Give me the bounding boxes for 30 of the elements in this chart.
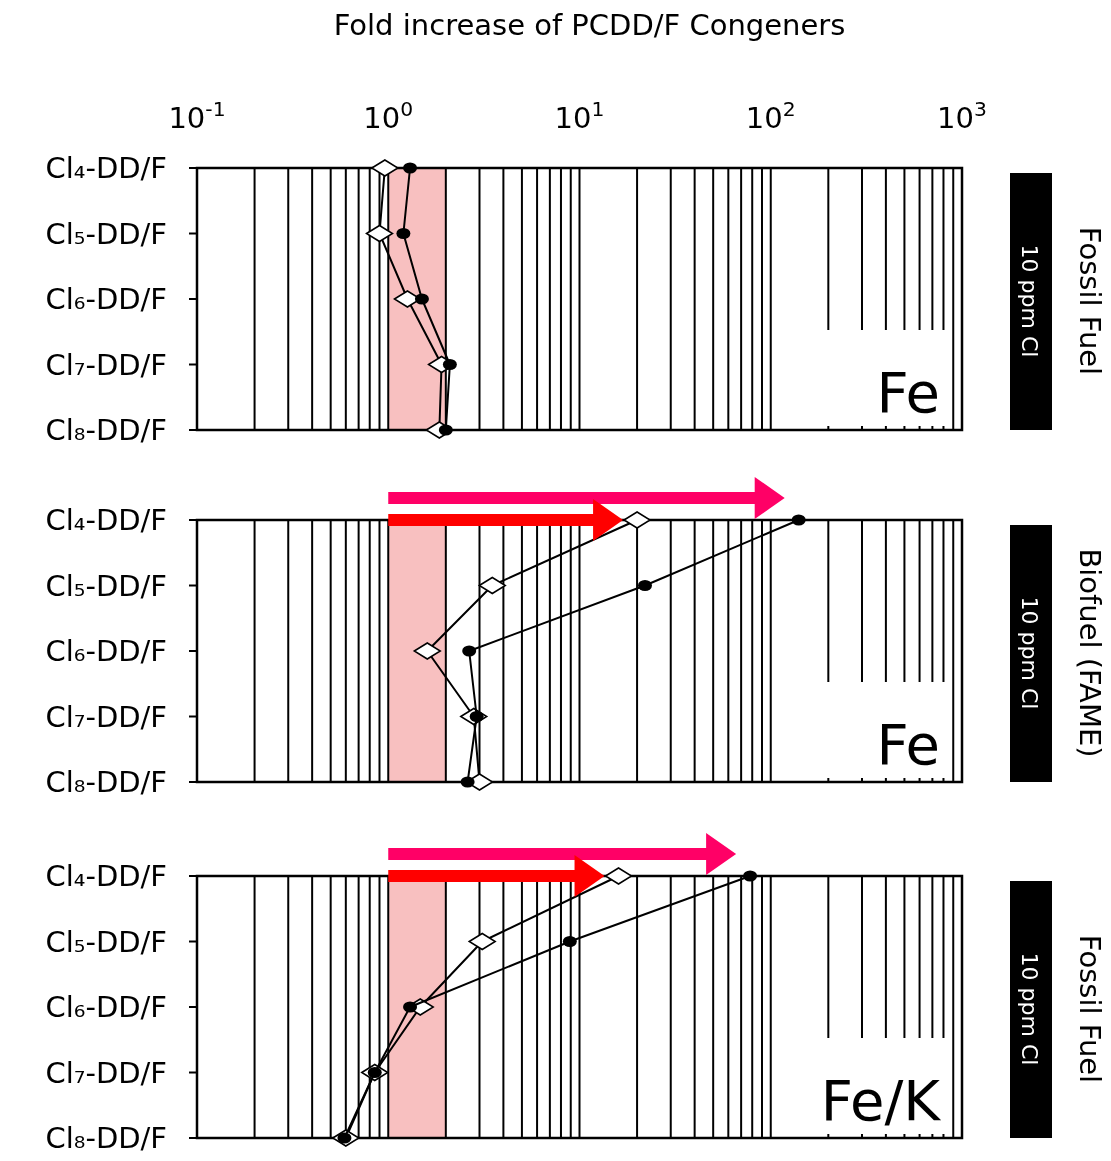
y-tick-label: Cl₆-DD/F	[45, 990, 167, 1024]
text: 10 ppm Cl	[1017, 952, 1042, 1066]
x-tick-label: 10$^{3}$	[937, 97, 987, 135]
y-tick-label: Cl₅-DD/F	[45, 216, 167, 251]
y-tick-label: Cl₄-DD/F	[45, 503, 167, 537]
x-tick-label: 10$^{-1}$	[168, 97, 226, 135]
text: Fossil Fuel	[1073, 226, 1107, 376]
x-tick-label: 10$^{2}$	[745, 97, 796, 135]
y-tick-label: Cl₇-DD/F	[45, 347, 167, 382]
y-tick-label: Cl₄-DD/F	[45, 151, 167, 185]
y-tick-label: Cl₅-DD/F	[45, 568, 167, 603]
y-tick-label: Cl₆-DD/F	[45, 634, 167, 668]
x-tick-label: 10$^{0}$	[363, 97, 414, 135]
text: Fossil Fuel	[1073, 934, 1107, 1084]
x-tick-label: 10$^{1}$	[554, 97, 605, 135]
text: Biofuel (FAME)	[1073, 548, 1107, 758]
text: 10 ppm Cl	[1017, 244, 1042, 358]
y-tick-label: Cl₄-DD/F	[45, 859, 167, 893]
y-tick-label: Cl₆-DD/F	[45, 282, 167, 316]
y-tick-label: Cl₇-DD/F	[45, 699, 167, 734]
y-tick-label: Cl₅-DD/F	[45, 924, 167, 959]
y-tick-label: Cl₈-DD/F	[45, 1121, 167, 1155]
text: 10 ppm Cl	[1017, 596, 1042, 710]
chart-title: Fold increase of PCDD/F Congeners	[333, 8, 846, 42]
annotation: Fe	[876, 712, 940, 777]
annotation: Fe	[876, 360, 940, 425]
y-tick-label: Cl₇-DD/F	[45, 1055, 167, 1090]
y-tick-label: Cl₈-DD/F	[45, 413, 167, 447]
y-tick-label: Cl₈-DD/F	[45, 765, 167, 799]
annotation: Fe/K	[820, 1068, 942, 1133]
